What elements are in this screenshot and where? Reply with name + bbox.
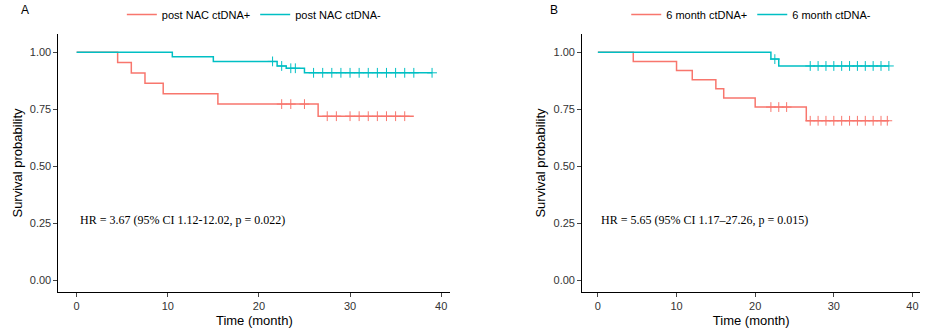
svg-text:A: A: [21, 3, 29, 17]
svg-text:10: 10: [670, 300, 682, 312]
svg-text:0.75: 0.75: [30, 103, 51, 115]
svg-text:0.00: 0.00: [30, 274, 51, 286]
svg-text:0: 0: [595, 300, 601, 312]
svg-text:Time (month): Time (month): [216, 313, 293, 328]
svg-text:0: 0: [74, 300, 80, 312]
svg-text:post NAC ctDNA+: post NAC ctDNA+: [162, 9, 250, 21]
svg-text:1.00: 1.00: [30, 46, 51, 58]
svg-text:post NAC ctDNA-: post NAC ctDNA-: [295, 9, 381, 21]
svg-text:30: 30: [344, 300, 356, 312]
svg-text:0.75: 0.75: [554, 103, 575, 115]
svg-text:0.00: 0.00: [554, 274, 575, 286]
svg-text:0.25: 0.25: [554, 217, 575, 229]
svg-text:Survival probability: Survival probability: [533, 108, 548, 218]
svg-text:0.50: 0.50: [30, 160, 51, 172]
svg-text:Survival probability: Survival probability: [10, 108, 25, 218]
svg-text:B: B: [550, 3, 558, 17]
svg-text:Time (month): Time (month): [713, 313, 790, 328]
svg-text:6 month ctDNA-: 6 month ctDNA-: [792, 9, 871, 21]
svg-text:30: 30: [828, 300, 840, 312]
svg-text:10: 10: [162, 300, 174, 312]
svg-text:HR = 3.67 (95% CI 1.12-12.02,: HR = 3.67 (95% CI 1.12-12.02, p = 0.022): [80, 213, 285, 227]
svg-text:40: 40: [435, 300, 447, 312]
svg-text:20: 20: [749, 300, 761, 312]
svg-text:6 month ctDNA+: 6 month ctDNA+: [666, 9, 747, 21]
svg-text:1.00: 1.00: [554, 46, 575, 58]
svg-text:HR = 5.65 (95% CI 1.17–27.26,: HR = 5.65 (95% CI 1.17–27.26, p = 0.015): [601, 213, 808, 227]
svg-text:40: 40: [906, 300, 918, 312]
svg-text:0.50: 0.50: [554, 160, 575, 172]
svg-text:20: 20: [253, 300, 265, 312]
svg-text:0.25: 0.25: [30, 217, 51, 229]
